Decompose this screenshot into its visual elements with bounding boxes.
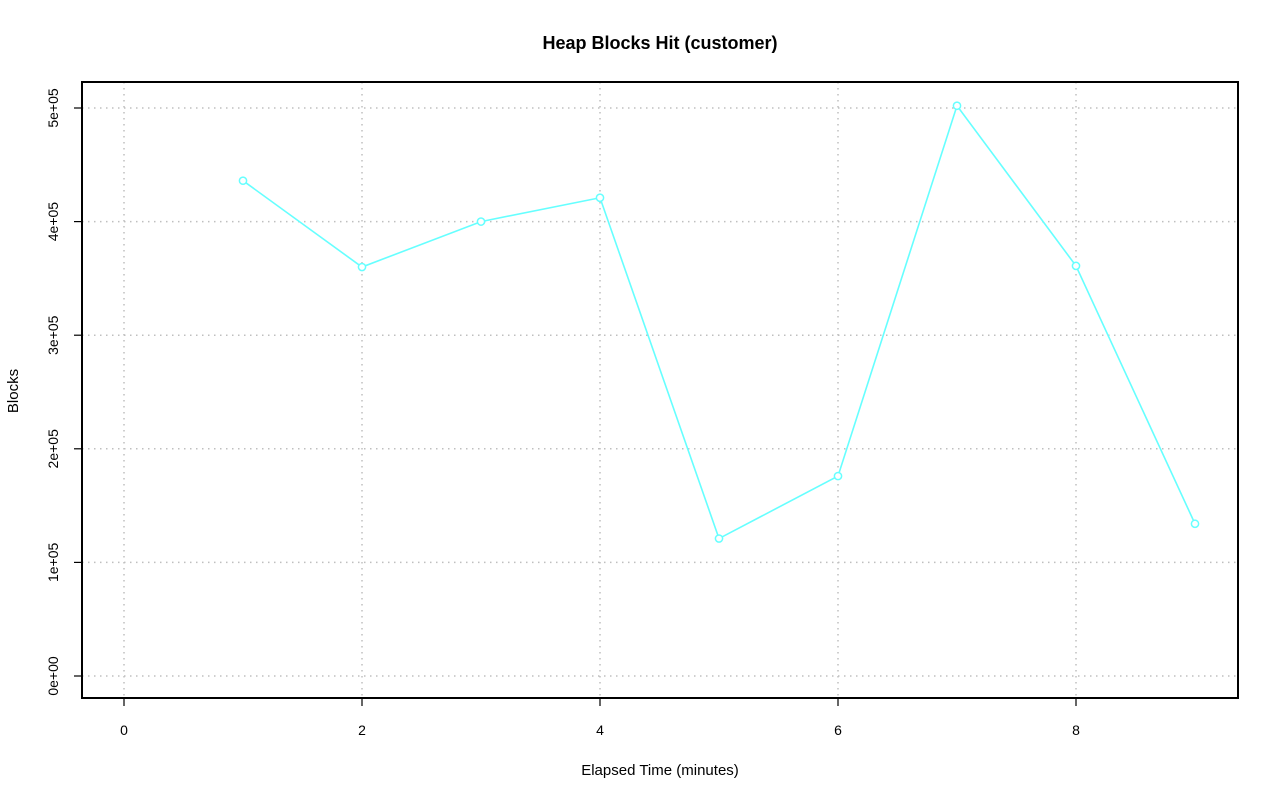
y-tick-label: 5e+05 <box>45 88 61 128</box>
y-tick-label: 2e+05 <box>45 429 61 469</box>
x-tick-label: 0 <box>120 722 128 738</box>
chart-title: Heap Blocks Hit (customer) <box>542 33 777 53</box>
y-tick-label: 1e+05 <box>45 543 61 583</box>
data-point <box>1071 261 1081 271</box>
data-point <box>595 193 605 203</box>
series <box>238 101 1200 543</box>
data-point <box>476 217 486 226</box>
series-line <box>242 104 1196 540</box>
y-tick-label: 3e+05 <box>45 315 61 355</box>
y-axis-label: Blocks <box>5 369 22 413</box>
x-tick-label: 8 <box>1072 722 1080 738</box>
y-axis: 0e+00 1e+05 2e+05 3e+05 4e+05 5e+05 <box>45 88 82 696</box>
data-point <box>833 471 843 481</box>
data-point <box>357 262 367 272</box>
x-axis: 0 2 4 6 8 <box>120 698 1080 738</box>
data-point <box>952 101 962 111</box>
x-tick-label: 6 <box>834 722 842 738</box>
plot-area <box>81 81 1239 699</box>
data-point <box>714 534 724 543</box>
x-tick-label: 4 <box>596 722 604 738</box>
grid <box>82 82 1238 698</box>
y-tick-label: 0e+00 <box>45 656 61 696</box>
data-point <box>1190 519 1200 529</box>
y-tick-label: 4e+05 <box>45 202 61 242</box>
data-point <box>238 176 248 186</box>
x-axis-label: Elapsed Time (minutes) <box>581 762 739 779</box>
x-tick-label: 2 <box>358 722 366 738</box>
